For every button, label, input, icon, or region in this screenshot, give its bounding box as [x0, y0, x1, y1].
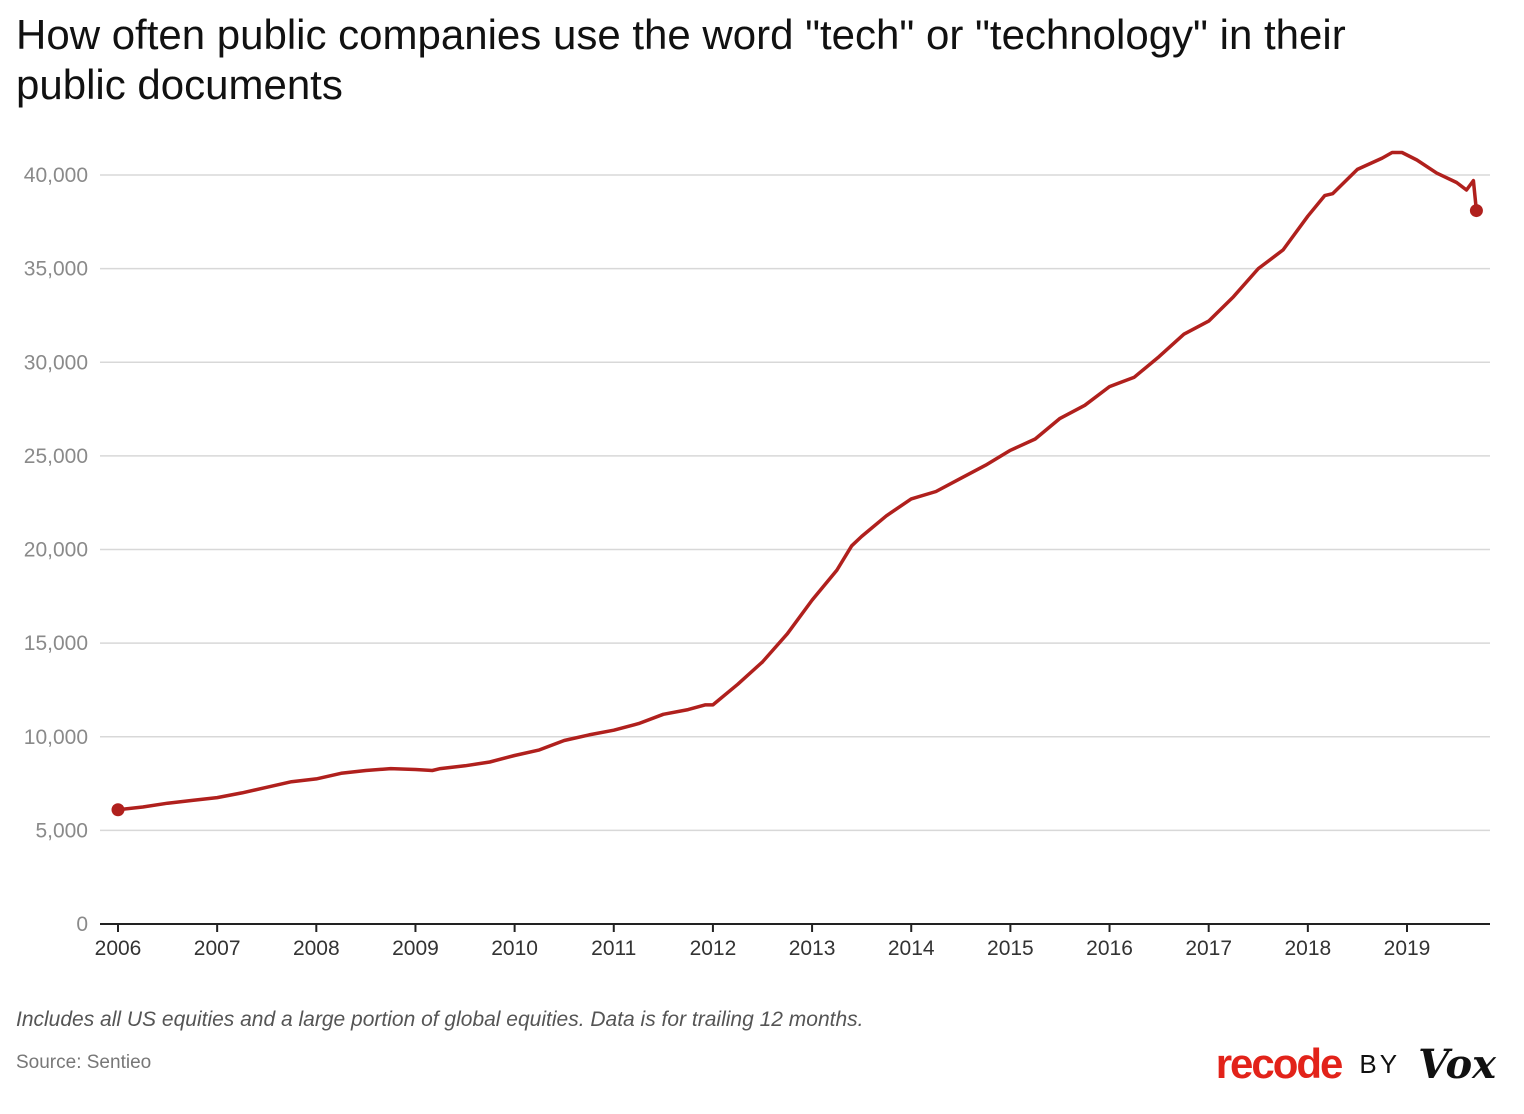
- series-start-marker: [111, 803, 125, 817]
- x-tick-label: 2007: [194, 937, 241, 960]
- y-tick-label: 10,000: [24, 726, 88, 749]
- y-tick-label: 40,000: [24, 164, 88, 187]
- brand-logo: recode BY Vox: [1216, 1040, 1496, 1088]
- x-tick-label: 2017: [1185, 937, 1232, 960]
- x-tick-label: 2006: [95, 937, 142, 960]
- y-axis-tick-labels: 0 5,000 10,000 15,000 20,000 25,000 30,000 35,0…: [24, 164, 88, 936]
- brand-by-text: BY: [1359, 1048, 1401, 1079]
- x-tick-label: 2012: [690, 937, 737, 960]
- series: [111, 150, 1483, 817]
- y-tick-label: 25,000: [24, 445, 88, 468]
- series-line: [116, 150, 1479, 812]
- series-end-marker: [1469, 204, 1483, 218]
- x-tick-label: 2011: [591, 937, 636, 960]
- x-axis: 2006 2007 2008 2009 2010 2011 2012 2013 2014 2015…: [95, 923, 1490, 960]
- chart-note: Includes all US equities and a large por…: [16, 1008, 864, 1031]
- x-tick-label: 2014: [888, 937, 935, 960]
- vox-logo: Vox: [1418, 1040, 1496, 1088]
- x-tick-label: 2013: [789, 937, 836, 960]
- x-tick-label: 2018: [1284, 937, 1331, 960]
- y-tick-label: 20,000: [24, 539, 88, 562]
- y-tick-label: 0: [76, 913, 88, 936]
- x-tick-label: 2008: [293, 937, 340, 960]
- y-tick-label: 30,000: [24, 351, 88, 374]
- source-credit: Source: Sentieo: [16, 1052, 152, 1073]
- x-tick-label: 2019: [1384, 937, 1431, 960]
- x-tick-label: 2010: [491, 937, 538, 960]
- line-chart: 0 5,000 10,000 15,000 20,000 25,000 30,000 35,0…: [24, 150, 1490, 960]
- y-tick-label: 15,000: [24, 632, 88, 655]
- y-tick-label: 5,000: [35, 819, 88, 842]
- gridlines: [100, 174, 1490, 832]
- chart-title: How often public companies use the word …: [16, 11, 1346, 108]
- x-tick-label: 2009: [392, 937, 439, 960]
- x-tick-label: 2016: [1086, 937, 1133, 960]
- recode-logo: recode: [1215, 1040, 1344, 1087]
- y-tick-label: 35,000: [24, 258, 88, 281]
- x-tick-label: 2015: [987, 937, 1034, 960]
